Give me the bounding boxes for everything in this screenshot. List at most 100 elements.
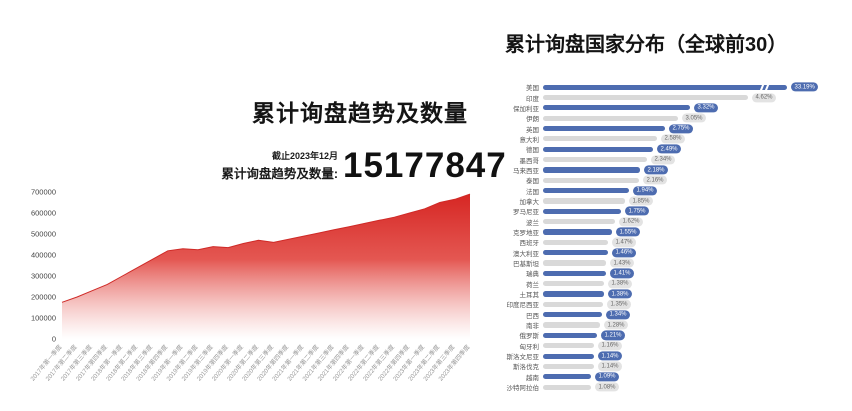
bar-row: 俄罗斯 1.21% (497, 330, 848, 340)
area-series-line (61, 193, 471, 303)
bar-category-label: 保加利亚 (513, 105, 539, 113)
bar-fill (543, 374, 591, 380)
bar-track: 1.14% (543, 361, 848, 372)
trend-chart-panel: 累计询盘趋势及数量 截止2023年12月 累计询盘趋势及数量: 15177847… (29, 100, 506, 383)
bar-category-label: 沙特阿拉伯 (506, 385, 540, 393)
bar-category-label: 土耳其 (519, 292, 540, 300)
bar-value-badge: 1.62% (619, 217, 644, 227)
bar-row: 澳大利亚 1.46% (497, 248, 848, 258)
bar-fill (543, 177, 639, 183)
bar-row: 法国 1.94% (497, 185, 848, 196)
bar-value-badge: 2.34% (651, 154, 676, 165)
bar-value-badge: 1.38% (608, 279, 633, 289)
bar-row: 斯洛伐克 1.14% (497, 361, 848, 371)
stat-label: 累计询盘趋势及数量: (221, 167, 338, 181)
y-tick-label: 300000 (31, 272, 56, 281)
bar-value-badge: 2.49% (657, 144, 682, 154)
bar-fill (543, 136, 657, 142)
bar-category-label: 波兰 (526, 219, 539, 227)
bar-fill (543, 291, 604, 297)
bar-value-badge: 1.55% (616, 227, 641, 237)
bar-track: 1.85% (543, 196, 848, 206)
bar-track: 1.34% (543, 310, 848, 320)
trend-stats: 截止2023年12月 累计询盘趋势及数量: 15177847 (165, 148, 507, 183)
bar-row: 保加利亚 3.32% (497, 103, 848, 113)
bar-value-badge: 33.19% (791, 82, 819, 92)
y-tick-label: 200000 (31, 293, 56, 302)
bar-track: 4.62% (543, 92, 848, 103)
trend-area-svg: 0 100000 200000 300000 400000 500000 600000 700… (29, 188, 472, 383)
bar-row: 南非 1.28% (497, 320, 848, 330)
bar-value-badge: 1.41% (610, 268, 635, 278)
country-bars: 美国 33.19% 印度 4.62% 保加利亚 3.32% 伊朗 3.05% 英国 2.75% 意大… (497, 82, 848, 392)
bar-fill (543, 105, 690, 111)
bar-category-label: 美国 (526, 85, 539, 93)
bar-track: 2.75% (543, 123, 848, 134)
y-axis-ticks: 0 100000 200000 300000 400000 500000 600000 700… (31, 188, 56, 344)
bar-fill (543, 188, 629, 194)
bar-value-badge: 1.43% (610, 258, 635, 268)
country-chart-title: 累计询盘国家分布（全球前30） (505, 34, 788, 56)
bar-value-badge: 1.85% (629, 196, 654, 206)
bar-track: 3.32% (543, 103, 848, 113)
bar-fill (543, 146, 653, 152)
bar-track: 1.35% (543, 299, 848, 309)
bar-row: 罗马尼亚 1.75% (497, 206, 848, 216)
bar-row: 斯洛文尼亚 1.14% (497, 351, 848, 361)
bar-value-badge: 2.75% (669, 123, 694, 134)
bar-category-label: 匈牙利 (519, 343, 540, 351)
bar-value-badge: 3.32% (694, 103, 719, 113)
bar-row: 英国 2.75% (497, 123, 848, 134)
bar-category-label: 印度 (526, 95, 539, 103)
bar-category-label: 越南 (526, 374, 539, 382)
y-tick-label: 700000 (31, 188, 56, 197)
trend-stats-labels: 截止2023年12月 累计询盘趋势及数量: (165, 149, 343, 182)
bar-row: 越南 1.09% (497, 372, 848, 382)
bar-track: 2.16% (543, 175, 848, 185)
bar-category-label: 瑞典 (526, 271, 539, 279)
bar-row: 巴基斯坦 1.43% (497, 258, 848, 268)
country-chart-panel: 累计询盘国家分布（全球前30） 美国 33.19% 印度 4.62% 保加利亚 3.32%… (497, 0, 852, 411)
bar-value-badge: 1.14% (598, 361, 623, 372)
bar-fill (543, 219, 615, 225)
bar-category-label: 墨西哥 (519, 157, 540, 165)
bar-category-label: 荷兰 (526, 281, 539, 289)
bar-row: 加拿大 1.85% (497, 196, 848, 206)
bar-fill (543, 250, 608, 256)
bar-row: 瑞典 1.41% (497, 268, 848, 278)
bar-category-label: 德国 (526, 147, 539, 155)
bar-category-label: 泰国 (526, 178, 539, 186)
bar-category-label: 斯洛伐克 (513, 364, 539, 372)
bar-value-badge: 1.34% (606, 310, 631, 320)
bar-track: 2.34% (543, 154, 848, 165)
bar-fill (543, 270, 606, 276)
bar-row: 墨西哥 2.34% (497, 154, 848, 165)
bar-value-badge: 1.38% (608, 289, 633, 299)
bar-track: 1.43% (543, 258, 848, 268)
bar-fill (543, 260, 606, 266)
asof-label: 截止2023年12月 (271, 151, 338, 161)
bar-category-label: 加拿大 (519, 198, 540, 206)
bar-track: 1.21% (543, 330, 848, 341)
bar-row: 沙特阿拉伯 1.08% (497, 382, 848, 392)
bar-track: 33.19% (543, 82, 848, 93)
bar-row: 波兰 1.62% (497, 216, 848, 227)
bar-row: 美国 33.19% (497, 82, 848, 92)
bar-category-label: 法国 (526, 188, 539, 196)
bar-category-label: 伊朗 (526, 116, 539, 124)
bar-track: 1.09% (543, 372, 848, 382)
y-tick-label: 600000 (31, 209, 56, 218)
bar-value-badge: 1.08% (595, 382, 620, 392)
stat-value: 15177847 (343, 146, 507, 185)
bar-row: 印度尼西亚 1.35% (497, 299, 848, 309)
bar-category-label: 克罗地亚 (513, 229, 539, 237)
bar-track: 1.38% (543, 279, 848, 289)
bar-category-label: 澳大利亚 (513, 250, 539, 258)
bar-track: 1.75% (543, 206, 848, 216)
bar-fill (543, 167, 640, 173)
bar-value-badge: 2.16% (643, 175, 668, 185)
bar-fill (543, 281, 604, 287)
bar-fill (543, 353, 594, 359)
bar-value-badge: 1.46% (612, 248, 637, 258)
bar-row: 荷兰 1.38% (497, 279, 848, 289)
